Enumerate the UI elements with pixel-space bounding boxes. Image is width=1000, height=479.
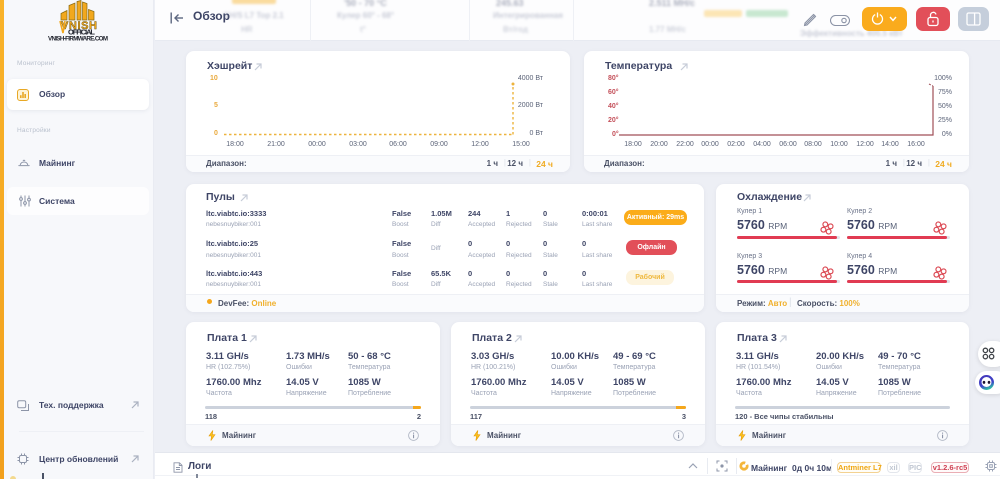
svg-text:OFFICIAL: OFFICIAL (68, 28, 95, 37)
svg-text:VNISH-FIRMWARE.COM: VNISH-FIRMWARE.COM (48, 36, 108, 43)
svg-text:VNISH: VNISH (61, 20, 97, 32)
